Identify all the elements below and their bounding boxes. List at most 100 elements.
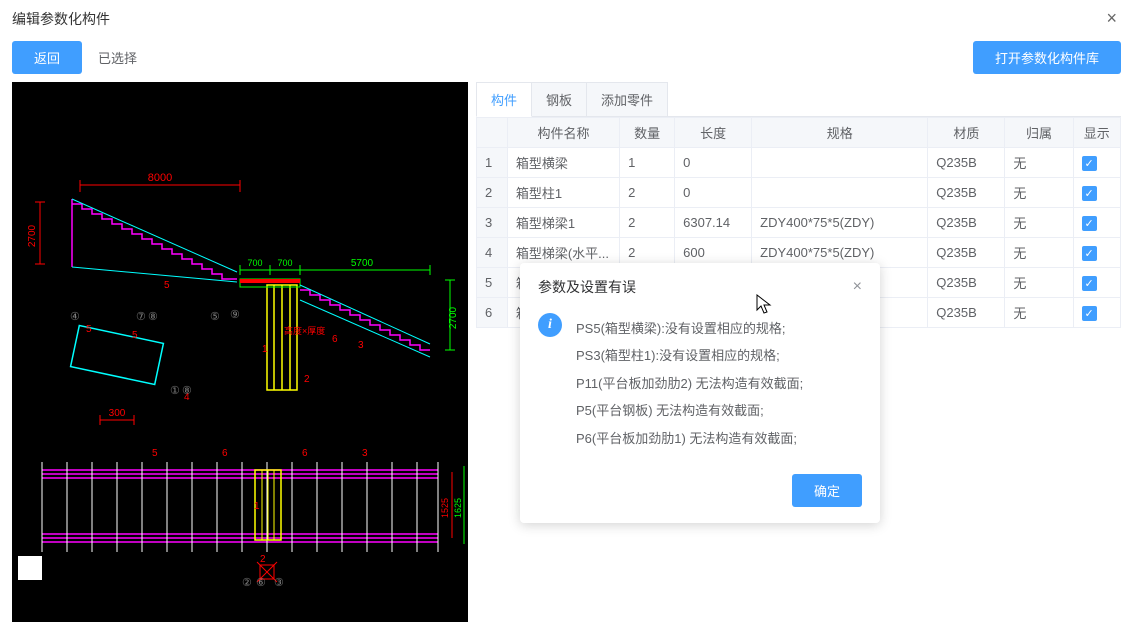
svg-text:700: 700	[277, 258, 292, 268]
cell-attr: 无	[1005, 238, 1073, 268]
svg-text:⑥: ⑥	[256, 577, 266, 589]
cell-qty: 1	[620, 148, 675, 178]
svg-text:5700: 5700	[351, 258, 374, 269]
cell-index: 6	[477, 298, 508, 328]
cell-mat: Q235B	[928, 148, 1005, 178]
cell-spec: ZDY400*75*5(ZDY)	[752, 208, 928, 238]
cell-index: 4	[477, 238, 508, 268]
dialog-message-line: PS5(箱型横梁):没有设置相应的规格;	[576, 317, 862, 340]
svg-text:700: 700	[247, 258, 262, 268]
cell-qty: 2	[620, 208, 675, 238]
dialog-message-line: PS3(箱型柱1):没有设置相应的规格;	[576, 344, 862, 367]
cell-show[interactable]: ✓	[1073, 268, 1120, 298]
tab-plate[interactable]: 钢板	[531, 82, 587, 116]
cell-show[interactable]: ✓	[1073, 178, 1120, 208]
svg-text:①: ①	[170, 385, 180, 397]
checkbox-icon[interactable]: ✓	[1082, 246, 1097, 261]
col-index	[477, 118, 508, 148]
cell-attr: 无	[1005, 298, 1073, 328]
svg-text:③: ③	[274, 577, 284, 589]
svg-text:1: 1	[262, 344, 268, 355]
cell-mat: Q235B	[928, 298, 1005, 328]
cell-len: 6307.14	[675, 208, 752, 238]
svg-text:2: 2	[260, 554, 266, 565]
cell-name: 箱型横梁	[507, 148, 619, 178]
cell-index: 1	[477, 148, 508, 178]
svg-text:⑤: ⑤	[210, 311, 220, 323]
table-row[interactable]: 2箱型柱120Q235B无✓	[477, 178, 1121, 208]
cell-index: 5	[477, 268, 508, 298]
svg-text:⑨: ⑨	[230, 309, 240, 321]
col-spec: 规格	[752, 118, 928, 148]
svg-text:300: 300	[109, 408, 126, 419]
cad-origin-marker	[18, 556, 42, 580]
tab-add-part[interactable]: 添加零件	[586, 82, 668, 116]
dialog-message-line: P6(平台板加劲肋1) 无法构造有效截面;	[576, 427, 862, 450]
tabs: 构件 钢板 添加零件	[476, 82, 1121, 117]
svg-text:6: 6	[302, 448, 308, 459]
cell-name: 箱型柱1	[507, 178, 619, 208]
checkbox-icon[interactable]: ✓	[1082, 156, 1097, 171]
cell-index: 3	[477, 208, 508, 238]
svg-text:⑦: ⑦	[136, 311, 146, 323]
col-len: 长度	[675, 118, 752, 148]
cell-spec	[752, 178, 928, 208]
cell-show[interactable]: ✓	[1073, 238, 1120, 268]
svg-text:②: ②	[242, 577, 252, 589]
cell-show[interactable]: ✓	[1073, 148, 1120, 178]
table-row[interactable]: 3箱型梯梁126307.14ZDY400*75*5(ZDY)Q235B无 ✓	[477, 208, 1121, 238]
svg-text:1625: 1625	[453, 498, 463, 518]
cell-mat: Q235B	[928, 208, 1005, 238]
checkbox-icon[interactable]: ✓	[1082, 306, 1097, 321]
svg-text:5: 5	[86, 324, 92, 335]
col-name: 构件名称	[507, 118, 619, 148]
svg-text:6: 6	[222, 448, 228, 459]
cell-len: 0	[675, 148, 752, 178]
back-button[interactable]: 返回	[12, 41, 82, 74]
svg-text:5: 5	[152, 448, 158, 459]
table-row[interactable]: 1箱型横梁10Q235B无✓	[477, 148, 1121, 178]
cell-show[interactable]: ✓	[1073, 208, 1120, 238]
cell-mat: Q235B	[928, 238, 1005, 268]
svg-text:5: 5	[164, 280, 170, 291]
cad-viewport[interactable]: 8000 2700	[12, 82, 468, 622]
col-attr: 归属	[1005, 118, 1073, 148]
col-mat: 材质	[928, 118, 1005, 148]
col-show: 显示	[1073, 118, 1120, 148]
window-close-icon[interactable]: ×	[1102, 8, 1121, 29]
window-title: 编辑参数化构件	[12, 9, 110, 29]
svg-text:3: 3	[358, 340, 364, 351]
svg-text:1525: 1525	[440, 498, 450, 518]
checkbox-icon[interactable]: ✓	[1082, 276, 1097, 291]
checkbox-icon[interactable]: ✓	[1082, 186, 1097, 201]
dialog-message-line: P5(平台钢板) 无法构造有效截面;	[576, 399, 862, 422]
svg-text:2: 2	[304, 374, 310, 385]
dialog-ok-button[interactable]: 确定	[792, 474, 862, 507]
svg-text:1: 1	[254, 501, 260, 512]
cell-name: 箱型梯梁1	[507, 208, 619, 238]
col-qty: 数量	[620, 118, 675, 148]
svg-text:6: 6	[332, 334, 338, 345]
cell-attr: 无	[1005, 208, 1073, 238]
cell-spec	[752, 148, 928, 178]
dialog-close-icon[interactable]: ×	[853, 278, 862, 296]
info-icon: i	[538, 313, 562, 337]
tab-component[interactable]: 构件	[476, 82, 532, 117]
svg-text:⑧: ⑧	[148, 311, 158, 323]
cell-len: 0	[675, 178, 752, 208]
cell-mat: Q235B	[928, 268, 1005, 298]
dialog-message-line: P11(平台板加劲肋2) 无法构造有效截面;	[576, 372, 862, 395]
svg-text:3: 3	[362, 448, 368, 459]
svg-text:⑧: ⑧	[182, 385, 192, 397]
svg-text:2700: 2700	[27, 224, 38, 247]
svg-text:④: ④	[70, 311, 80, 323]
dialog-messages: PS5(箱型横梁):没有设置相应的规格; PS3(箱型柱1):没有设置相应的规格;…	[576, 313, 862, 454]
cell-attr: 无	[1005, 268, 1073, 298]
svg-text:高度×厚度: 高度×厚度	[284, 325, 325, 336]
cell-mat: Q235B	[928, 178, 1005, 208]
open-library-button[interactable]: 打开参数化构件库	[973, 41, 1121, 74]
checkbox-icon[interactable]: ✓	[1082, 216, 1097, 231]
title-bar: 编辑参数化构件 ×	[0, 0, 1133, 37]
error-dialog: 参数及设置有误 × i PS5(箱型横梁):没有设置相应的规格;PS3(箱型柱1…	[520, 263, 880, 523]
cell-show[interactable]: ✓	[1073, 298, 1120, 328]
